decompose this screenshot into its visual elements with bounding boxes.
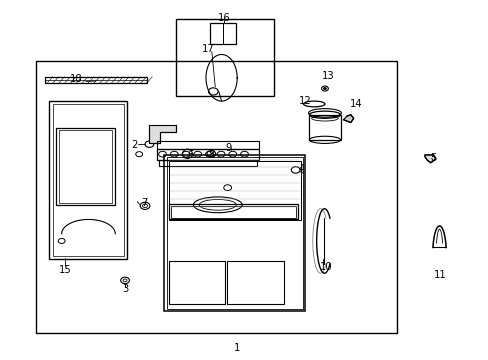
Bar bbox=[227, 261, 283, 304]
Bar bbox=[210, 23, 235, 44]
Bar bbox=[159, 159, 256, 166]
Text: 15: 15 bbox=[59, 265, 71, 275]
Text: 17: 17 bbox=[201, 44, 214, 54]
Bar bbox=[176, 19, 273, 96]
Text: 6: 6 bbox=[187, 150, 194, 160]
Text: 8: 8 bbox=[208, 150, 214, 160]
Text: 4: 4 bbox=[298, 164, 305, 174]
Bar bbox=[36, 61, 396, 333]
Text: 3: 3 bbox=[122, 284, 128, 294]
Polygon shape bbox=[343, 115, 353, 123]
Bar bbox=[59, 130, 112, 203]
Bar bbox=[163, 155, 305, 311]
Text: 11: 11 bbox=[433, 270, 446, 280]
Circle shape bbox=[323, 87, 326, 90]
Text: 16: 16 bbox=[217, 13, 230, 23]
Bar bbox=[309, 115, 340, 140]
Bar bbox=[157, 149, 259, 159]
Text: 10: 10 bbox=[320, 262, 332, 272]
Text: 12: 12 bbox=[299, 96, 311, 106]
Bar bbox=[44, 77, 147, 83]
Bar bbox=[166, 157, 302, 309]
Bar bbox=[168, 261, 224, 304]
Polygon shape bbox=[149, 125, 176, 143]
Text: 18: 18 bbox=[70, 74, 82, 84]
Bar bbox=[168, 204, 298, 220]
Bar bbox=[49, 101, 127, 259]
Text: 13: 13 bbox=[322, 71, 334, 81]
Text: 1: 1 bbox=[234, 343, 240, 353]
Bar bbox=[56, 128, 115, 205]
Polygon shape bbox=[424, 155, 435, 163]
Bar bbox=[53, 104, 123, 256]
Text: 5: 5 bbox=[429, 153, 436, 163]
Text: 9: 9 bbox=[225, 143, 232, 153]
Text: 2: 2 bbox=[131, 140, 138, 150]
Text: 14: 14 bbox=[349, 99, 362, 109]
Text: 7: 7 bbox=[141, 198, 147, 208]
Bar bbox=[157, 141, 259, 149]
Bar bbox=[170, 206, 296, 218]
Bar bbox=[168, 161, 300, 220]
